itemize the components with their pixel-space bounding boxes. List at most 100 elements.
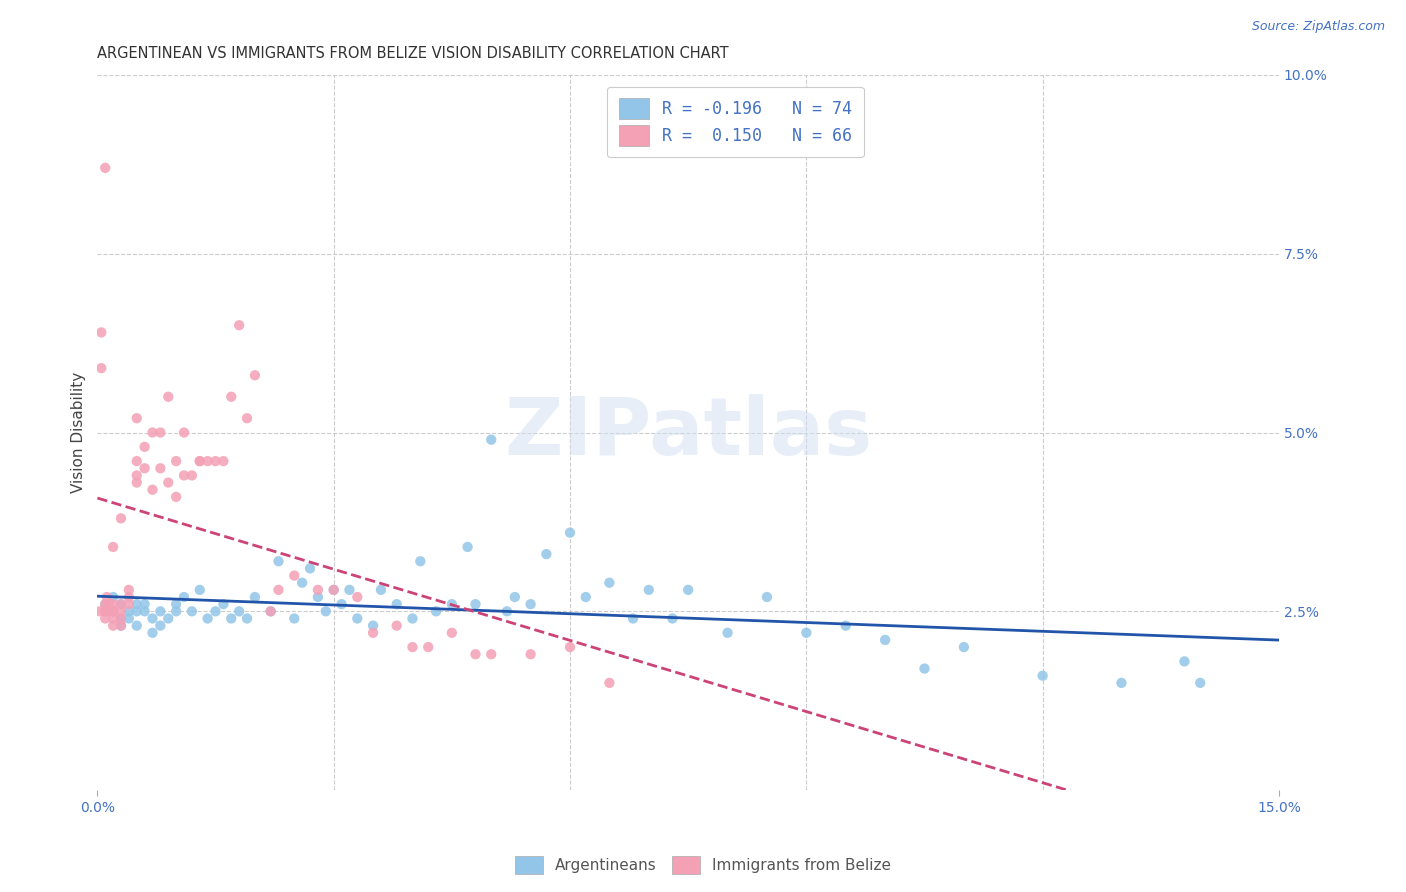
Point (1032, 669, 1054, 683)
Point (149, 461, 172, 475)
Point (118, 582, 141, 597)
Point (283, 611, 305, 625)
Legend: R = -0.196   N = 74, R =  0.150   N = 66: R = -0.196 N = 74, R = 0.150 N = 66 (607, 87, 863, 158)
Point (409, 554, 432, 568)
Point (260, 604, 283, 618)
Point (89, 604, 111, 618)
Point (479, 647, 502, 661)
Point (440, 597, 463, 611)
Point (464, 597, 486, 611)
Point (676, 582, 699, 597)
Point (236, 611, 259, 625)
Point (110, 618, 132, 632)
Point (188, 454, 211, 468)
Point (260, 604, 283, 618)
Point (110, 611, 132, 625)
Point (558, 640, 581, 654)
Point (291, 575, 314, 590)
Point (101, 540, 124, 554)
Point (134, 461, 156, 475)
Point (299, 561, 322, 575)
Point (794, 625, 817, 640)
Point (322, 582, 344, 597)
Text: Source: ZipAtlas.com: Source: ZipAtlas.com (1251, 20, 1385, 33)
Point (173, 590, 195, 604)
Point (101, 590, 124, 604)
Point (425, 604, 447, 618)
Point (110, 597, 132, 611)
Point (134, 440, 156, 454)
Point (141, 611, 163, 625)
Point (96, 590, 118, 604)
Point (267, 554, 290, 568)
Point (118, 590, 141, 604)
Point (503, 590, 526, 604)
Point (98, 597, 121, 611)
Point (914, 661, 936, 675)
Point (440, 625, 463, 640)
Point (165, 490, 187, 504)
Point (94, 597, 117, 611)
Point (110, 604, 132, 618)
Text: ARGENTINEAN VS IMMIGRANTS FROM BELIZE VISION DISABILITY CORRELATION CHART: ARGENTINEAN VS IMMIGRANTS FROM BELIZE VI… (97, 46, 728, 62)
Point (94, 604, 117, 618)
Point (125, 618, 148, 632)
Point (1173, 654, 1195, 668)
Point (243, 368, 266, 383)
Point (361, 618, 384, 632)
Point (716, 625, 738, 640)
Point (204, 454, 226, 468)
Point (598, 676, 620, 690)
Point (157, 475, 180, 490)
Point (165, 454, 187, 468)
Point (141, 625, 163, 640)
Point (385, 618, 408, 632)
Point (125, 468, 148, 483)
Point (401, 611, 423, 625)
Point (165, 597, 187, 611)
Point (283, 568, 305, 582)
Point (94, 604, 117, 618)
Point (755, 590, 778, 604)
Point (418, 640, 440, 654)
Point (346, 611, 368, 625)
Point (1111, 676, 1133, 690)
Point (307, 582, 329, 597)
Point (125, 604, 148, 618)
Point (101, 597, 124, 611)
Point (401, 640, 423, 654)
Point (110, 511, 132, 525)
Point (536, 547, 558, 561)
Point (339, 582, 361, 597)
Point (457, 540, 479, 554)
Point (204, 604, 226, 618)
Point (94, 597, 117, 611)
Point (307, 590, 329, 604)
Y-axis label: Vision Disability: Vision Disability (72, 372, 86, 493)
Point (141, 483, 163, 497)
Point (219, 390, 242, 404)
Legend: Argentineans, Immigrants from Belize: Argentineans, Immigrants from Belize (509, 850, 897, 880)
Point (197, 454, 219, 468)
Point (188, 454, 211, 468)
Point (243, 590, 266, 604)
Point (118, 597, 141, 611)
Point (661, 611, 683, 625)
Point (575, 590, 598, 604)
Point (598, 575, 620, 590)
Point (110, 597, 132, 611)
Point (519, 597, 541, 611)
Point (496, 604, 519, 618)
Point (134, 604, 156, 618)
Point (322, 582, 344, 597)
Point (212, 597, 235, 611)
Point (479, 433, 502, 447)
Point (173, 425, 195, 440)
Point (621, 611, 644, 625)
Point (90, 326, 112, 340)
Point (94, 161, 117, 175)
Point (212, 454, 235, 468)
Point (370, 582, 392, 597)
Point (315, 604, 337, 618)
Point (835, 618, 858, 632)
